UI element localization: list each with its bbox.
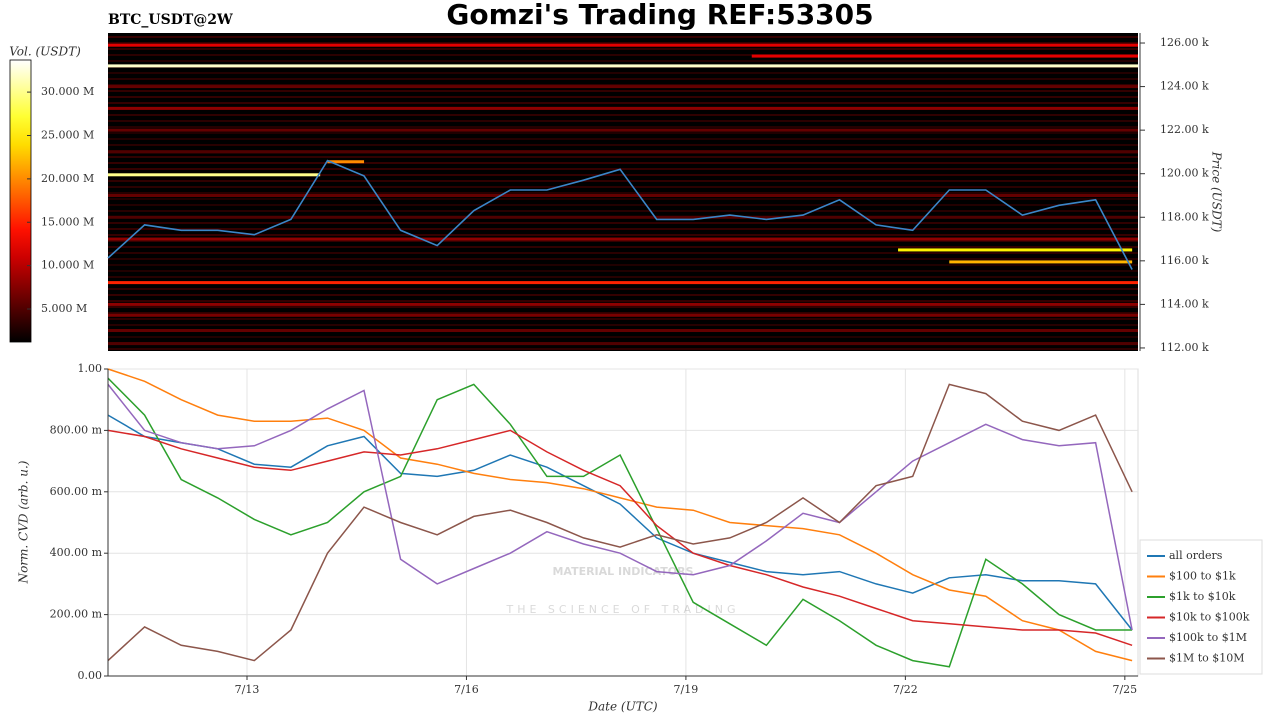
liquidity-level	[108, 313, 1138, 317]
cvd-line	[107, 383, 1133, 662]
price-line	[107, 159, 1133, 270]
x-tick-label: 7/13	[235, 683, 260, 696]
legend-label: $100k to $1M	[1169, 631, 1247, 644]
liquidity-level	[751, 54, 1138, 58]
colorbar-tick-label: 25.000 M	[41, 128, 94, 141]
legend-label: $1M to $10M	[1169, 652, 1245, 665]
liquidity-level	[108, 173, 321, 177]
colorbar-tick-label: 10.000 M	[41, 259, 94, 272]
x-axis-label: Date (UTC)	[587, 700, 657, 714]
liquidity-level	[108, 43, 1138, 47]
liquidity-level	[108, 342, 1138, 346]
y-tick-label: 112.00 k	[1160, 341, 1209, 354]
liquidity-level	[898, 248, 1133, 252]
cvd-line	[107, 383, 1133, 631]
liquidity-level	[108, 128, 1138, 132]
watermark-subtitle: THE SCIENCE OF TRADING	[505, 603, 739, 616]
legend-label: $1k to $10k	[1169, 590, 1236, 603]
y-tick-label: 0.00	[78, 669, 103, 682]
liquidity-level	[108, 215, 1138, 219]
colorbar-tick-label: 30.000 M	[41, 85, 94, 98]
y-tick-label: 200.00 m	[50, 608, 103, 621]
legend-label: $10k to $100k	[1169, 611, 1250, 624]
colorbar-tick-label: 15.000 M	[41, 215, 94, 228]
colorbar	[9, 59, 32, 343]
legend-label: all orders	[1169, 549, 1223, 562]
y-tick-label: 118.00 k	[1160, 210, 1209, 223]
x-tick-label: 7/16	[454, 683, 479, 696]
cvd-line	[107, 414, 1133, 631]
y-tick-label: 122.00 k	[1160, 123, 1209, 136]
x-tick-label: 7/25	[1112, 683, 1137, 696]
y-axis-label: Price (USDT)	[1210, 151, 1224, 233]
cvd-line	[107, 429, 1133, 647]
y-tick-label: 126.00 k	[1160, 36, 1209, 49]
liquidity-level	[108, 106, 1138, 110]
chart-title: Gomzi's Trading REF:53305	[446, 0, 873, 31]
colorbar-tick-label: 20.000 M	[41, 172, 94, 185]
liquidity-level	[108, 281, 1138, 285]
legend-box	[1139, 539, 1263, 675]
liquidity-level	[108, 302, 1138, 306]
watermark-title: MATERIAL INDICATORS	[552, 565, 693, 578]
y-tick-label: 400.00 m	[50, 546, 103, 559]
chart-subtitle: BTC_USDT@2W	[108, 12, 233, 28]
y-tick-label: 124.00 k	[1160, 80, 1209, 93]
y-tick-label: 1.00	[78, 362, 103, 375]
y-tick-label: 600.00 m	[50, 485, 103, 498]
cvd-line	[107, 368, 1133, 662]
liquidity-level	[108, 150, 1138, 154]
liquidity-level	[108, 329, 1138, 333]
y-axis-label: Norm. CVD (arb. u.)	[17, 460, 31, 584]
y-tick-label: 120.00 k	[1160, 167, 1209, 180]
x-tick-label: 7/22	[893, 683, 918, 696]
liquidity-level	[108, 64, 1138, 68]
liquidity-level	[327, 160, 365, 164]
y-tick-label: 116.00 k	[1160, 254, 1209, 267]
liquidity-level	[108, 85, 1138, 89]
y-tick-label: 114.00 k	[1160, 297, 1209, 310]
y-tick-label: 800.00 m	[50, 423, 103, 436]
x-tick-label: 7/19	[674, 683, 699, 696]
legend-label: $100 to $1k	[1169, 570, 1236, 583]
cvd-line	[107, 377, 1133, 668]
colorbar-tick-label: 5.000 M	[41, 302, 87, 315]
liquidity-level	[108, 193, 1138, 197]
colorbar-label: Vol. (USDT)	[9, 45, 81, 59]
liquidity-level	[108, 237, 1138, 241]
liquidity-level	[949, 260, 1133, 264]
